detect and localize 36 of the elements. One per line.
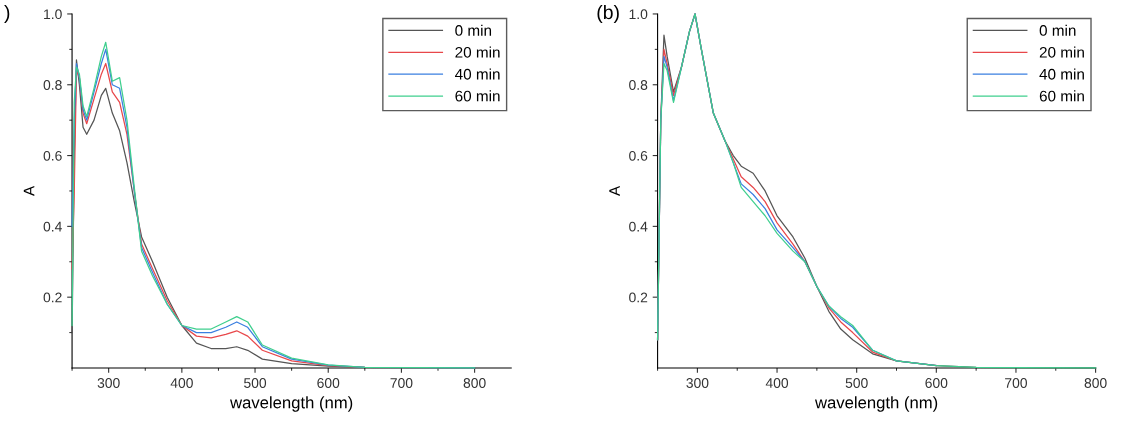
y-tick-label: 1.0 [629,9,648,20]
legend-label: 0 min [1039,24,1076,36]
x-tick-label: 600 [317,378,340,388]
y-tick-label: 0.2 [629,292,648,303]
y-tick-label: 0.2 [43,292,62,303]
y-tick-label: 0.6 [629,150,648,161]
y-axis-title: A [609,185,620,197]
x-tick-label: 300 [97,378,120,388]
x-tick-label: 400 [765,378,789,388]
y-tick-label: 0.8 [629,80,648,90]
x-tick-label: 300 [686,378,709,388]
y-axis-title: A [23,185,35,197]
legend-label: 0 min [455,24,492,36]
x-tick-label: 700 [390,378,413,388]
x-tick-label: 500 [845,378,868,388]
chart-title: ) [4,4,10,24]
y-tick-label: 0.4 [43,221,62,232]
legend-label: 20 min [1039,46,1084,58]
x-tick-label: 500 [244,378,267,388]
x-tick-label: 700 [1005,378,1027,388]
x-tick-label: 400 [170,378,193,388]
x-tick-label: 600 [925,378,948,388]
x-axis-title: wavelength (nm) [814,396,938,412]
y-tick-label: 1.0 [44,9,62,20]
y-tick-label: 0.8 [43,80,62,90]
y-tick-label: 0.4 [629,221,648,232]
legend-label: 60 min [1039,90,1084,102]
chart-title: (b) [597,4,619,24]
legend-label: 40 min [1039,68,1084,80]
legend-label: 60 min [455,90,500,102]
x-axis-title: wavelength (nm) [230,396,353,412]
legend-label: 40 min [455,68,500,80]
x-tick-label: 800 [463,378,486,388]
y-tick-label: 0.6 [43,150,62,161]
legend-label: 20 min [455,46,500,58]
x-tick-label: 800 [1084,378,1107,388]
